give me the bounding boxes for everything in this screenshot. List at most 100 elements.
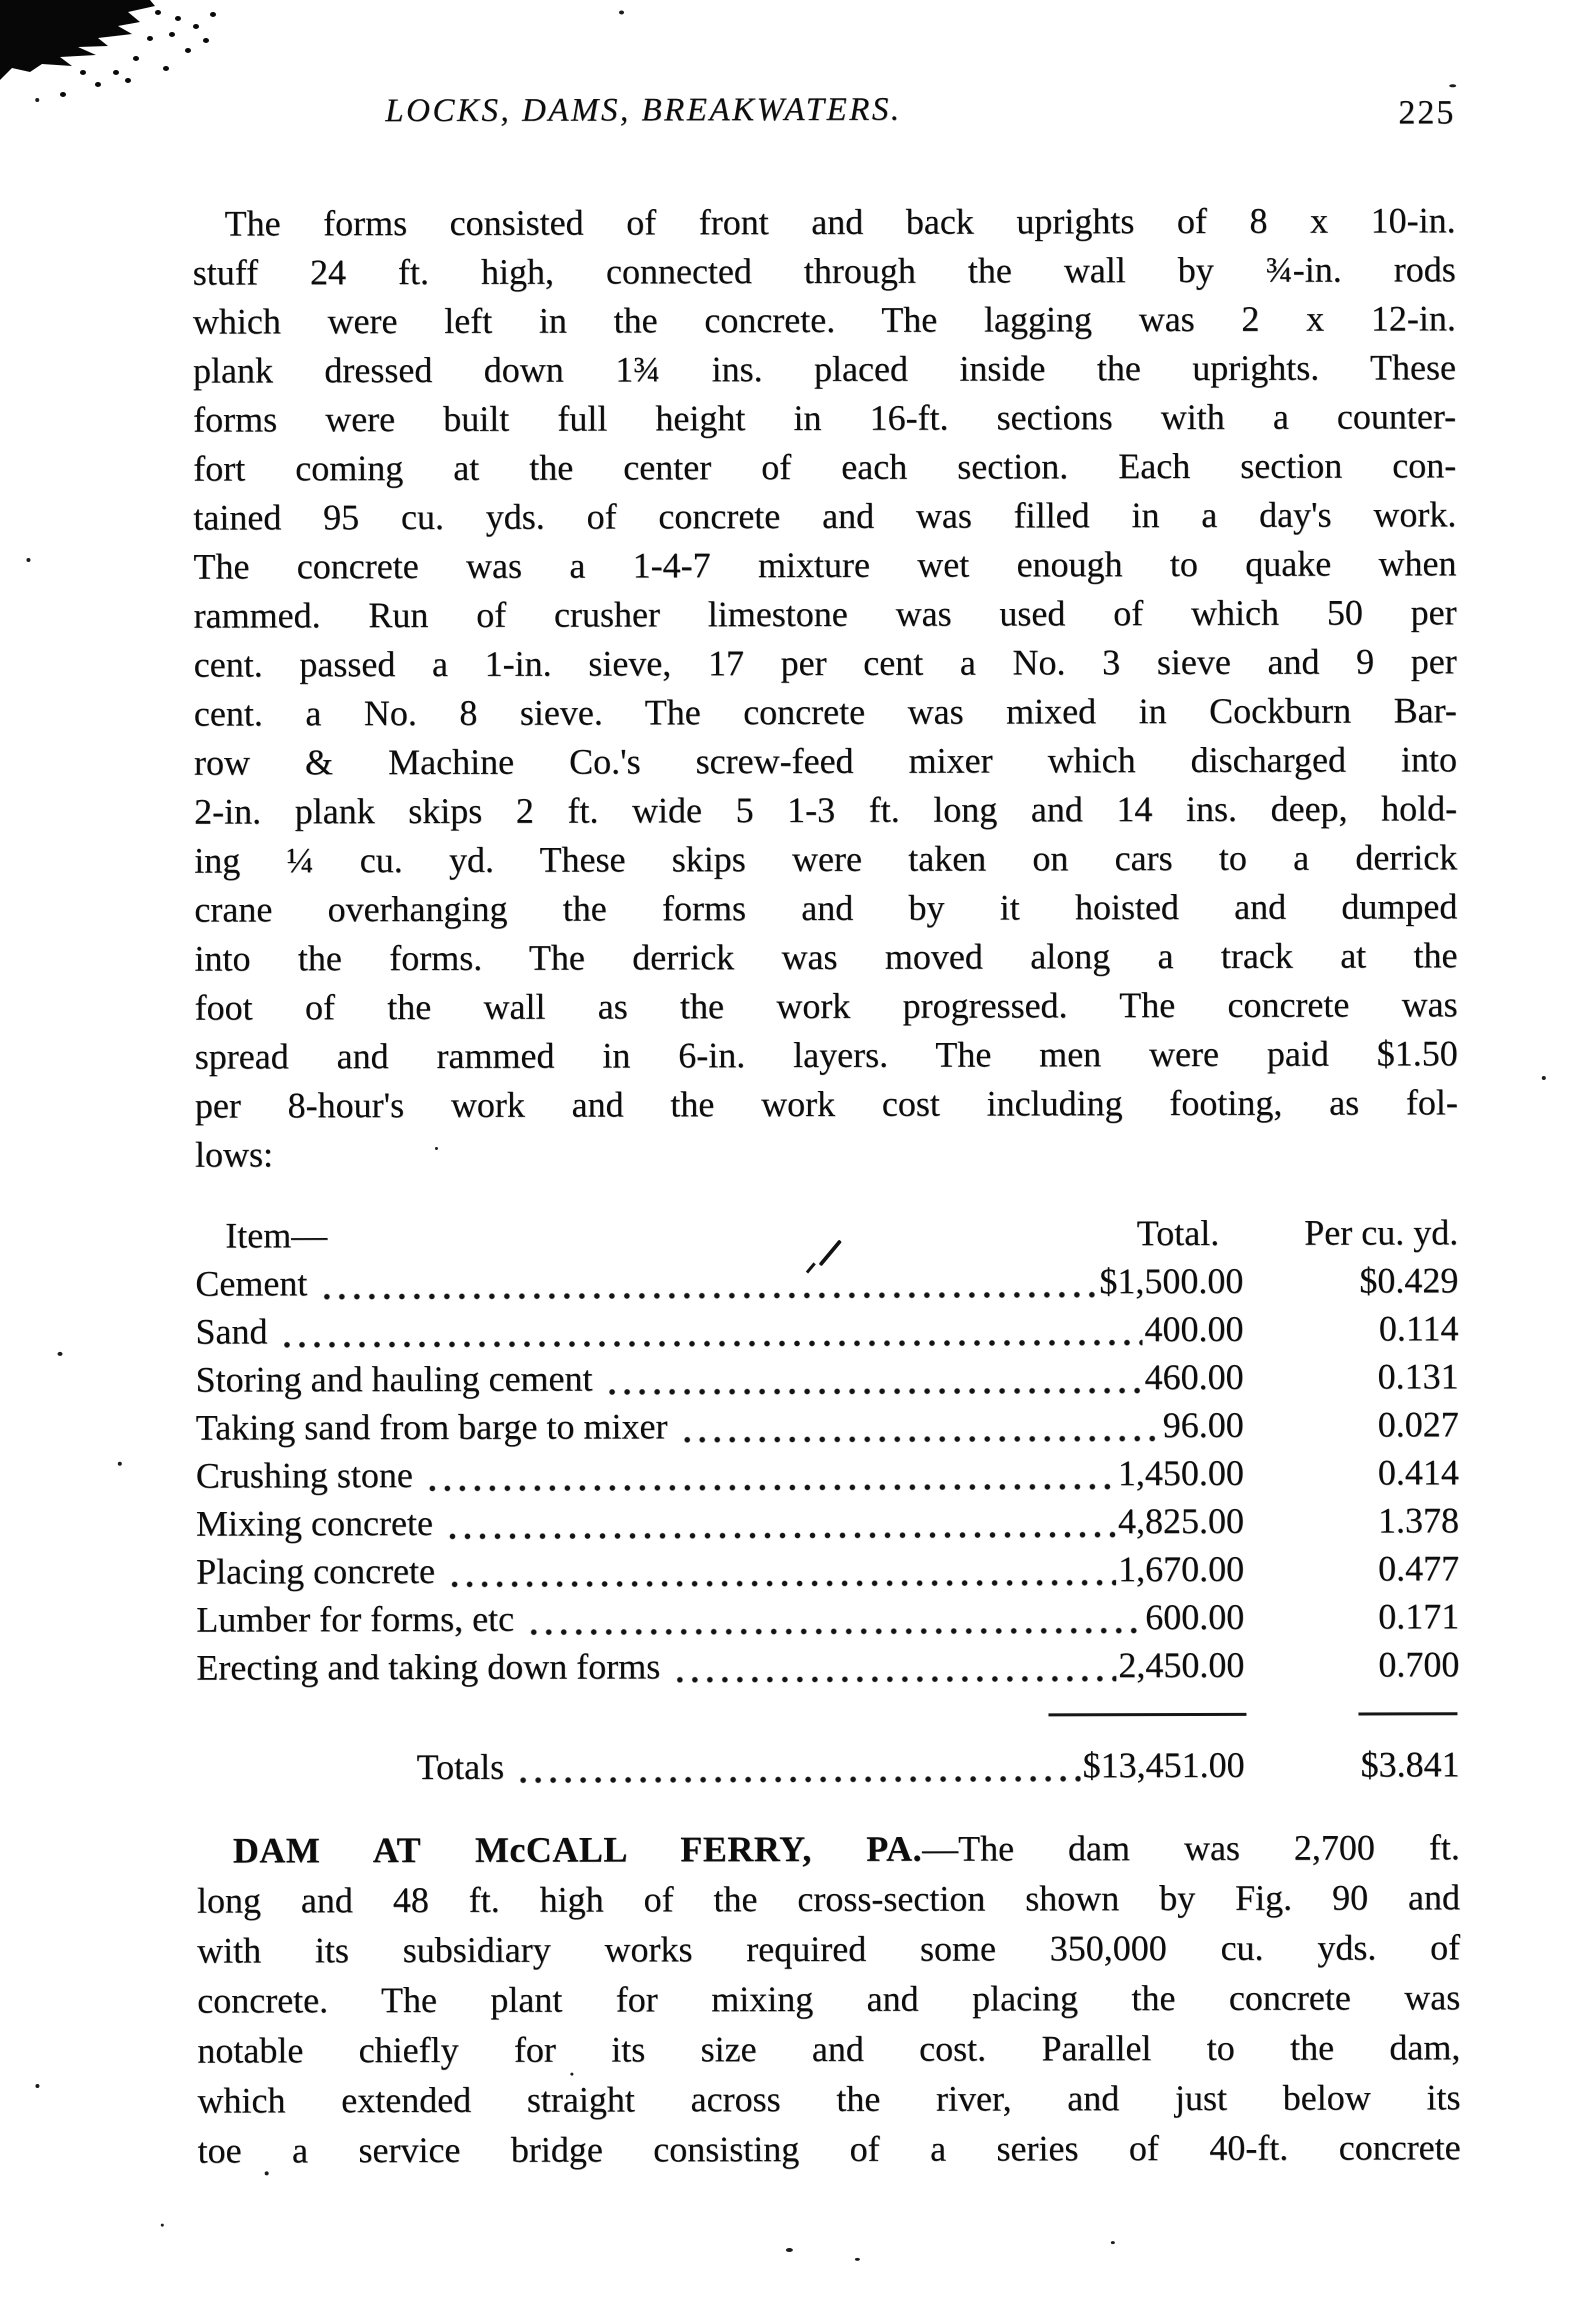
per-cu-yd-value: 1.378: [1377, 1500, 1460, 1541]
text-line: tained 95 cu. yds. of concrete and was f…: [193, 494, 1457, 538]
item-label: Lumber for forms, etc: [196, 1598, 515, 1640]
scan-speck: [434, 1146, 438, 1150]
running-header-title: LOCKS, DAMS, BREAKWATERS.: [385, 91, 902, 130]
text-line: notable chiefly for its size and cost. P…: [197, 2027, 1461, 2071]
table-row: Placing concrete 1,670.00 0.477: [196, 1544, 1459, 1595]
paragraph-mccall-ferry: DAM AT McCALL FERRY, PA.—The dam was 2,7…: [197, 1822, 1461, 2175]
per-cu-yd-value: $0.429: [1359, 1260, 1459, 1301]
dot-leader: [279, 1305, 1143, 1356]
text-line: 2-in. plank skips 2 ft. wide 5 1-3 ft. l…: [194, 788, 1458, 832]
totals-per-value: $3.841: [1360, 1744, 1460, 1785]
text-line: The forms consisted of front and back up…: [224, 200, 1456, 244]
cost-table: Item— Total. Per cu. yd. Cement $1,500.00…: [195, 1208, 1460, 1791]
item-label: Placing concrete: [196, 1550, 436, 1592]
table-row: Lumber for forms, etc 600.00 0.171: [196, 1592, 1459, 1643]
text-line: toe a service bridge consisting of a ser…: [197, 2127, 1461, 2171]
totals-total-value: $13,451.00: [1082, 1744, 1245, 1786]
header-spacer: [327, 1245, 1137, 1247]
table-row: Storing and hauling cement 460.00 0.131: [196, 1352, 1459, 1403]
paragraph-forms: The forms consisted of front and back up…: [193, 196, 1459, 1179]
column-header-item: Item—: [225, 1215, 328, 1256]
total-column-rule: [1048, 1712, 1247, 1717]
scan-speck: [160, 2223, 164, 2227]
text-line: spread and rammed in 6-in. layers. The m…: [194, 1033, 1458, 1077]
total-value: 1,450.00: [1117, 1452, 1244, 1494]
totals-row: Totals $13,451.00 $3.841: [197, 1740, 1460, 1791]
text-line: The concrete was a 1-4-7 mixture wet eno…: [193, 543, 1457, 587]
text-line: fort coming at the center of each sectio…: [193, 445, 1457, 489]
total-value: 600.00: [1145, 1596, 1245, 1638]
totals-label: Totals: [416, 1746, 505, 1787]
scan-speck: [619, 10, 625, 15]
scan-speck: [264, 2171, 269, 2176]
total-value: 96.00: [1162, 1404, 1244, 1446]
per-cu-yd-value: 0.414: [1377, 1452, 1459, 1493]
text-line: crane overhanging the forms and by it ho…: [194, 886, 1458, 930]
scan-speck: [26, 558, 31, 563]
text-line: concrete. The plant for mixing and placi…: [197, 1977, 1461, 2021]
scan-speck: [117, 1461, 122, 1466]
item-label: Erecting and taking down forms: [196, 1646, 661, 1688]
text-run: —The dam was 2,700 ft.: [922, 1827, 1460, 1869]
item-label: Sand: [195, 1311, 268, 1352]
text-line: which extended straight across the river…: [197, 2077, 1461, 2121]
text-line: rammed. Run of crusher limestone was use…: [193, 592, 1457, 636]
per-cu-yd-value: 0.700: [1378, 1644, 1460, 1685]
dot-leader: [604, 1353, 1143, 1403]
scan-ink-specks: [155, 10, 161, 15]
per-cu-yd-value: 0.171: [1378, 1596, 1460, 1637]
total-value: 460.00: [1144, 1356, 1244, 1398]
dot-leader: [672, 1641, 1117, 1691]
text-line: lows:: [194, 1134, 274, 1175]
dot-leader: [446, 1545, 1117, 1595]
scan-speck: [35, 2083, 40, 2088]
text-line: into the forms. The derrick was moved al…: [194, 935, 1458, 979]
table-sum-rules: [196, 1702, 1459, 1731]
per-cu-yd-value: 0.114: [1378, 1308, 1459, 1349]
text-line: foot of the wall as the work progressed.…: [194, 984, 1458, 1028]
scan-speck: [785, 2248, 793, 2253]
table-row: Mixing concrete 4,825.00 1.378: [196, 1496, 1459, 1547]
table-row: Cement $1,500.00 $0.429: [195, 1256, 1459, 1308]
scan-speck: [1541, 1076, 1546, 1081]
dot-leader: [424, 1449, 1116, 1499]
total-value: 2,450.00: [1118, 1644, 1245, 1686]
per-column-rule: [1358, 1712, 1458, 1716]
scan-speck: [57, 1351, 63, 1356]
item-label: Cement: [195, 1263, 308, 1304]
dot-leader: [679, 1401, 1161, 1451]
text-line: row & Machine Co.'s screw-feed mixer whi…: [193, 739, 1458, 783]
text-line: with its subsidiary works required some …: [197, 1927, 1461, 1971]
text-line: long and 48 ft. high of the cross-sectio…: [196, 1877, 1461, 1921]
per-cu-yd-value: 0.027: [1377, 1404, 1459, 1445]
running-header: LOCKS, DAMS, BREAKWATERS. 225: [192, 90, 1455, 141]
column-header-per-cu-yd: Per cu. yd.: [1304, 1212, 1459, 1253]
text-line: ing ¼ cu. yd. These skips were taken on …: [194, 837, 1458, 881]
per-cu-yd-value: 0.131: [1377, 1356, 1459, 1397]
table-row: Crushing stone 1,450.00 0.414: [196, 1448, 1459, 1499]
per-cu-yd-value: 0.477: [1378, 1548, 1460, 1589]
text-line: which were left in the concrete. The lag…: [192, 298, 1456, 342]
dot-leader: [516, 1741, 1081, 1791]
text-line: cent. passed a 1-in. sieve, 17 per cent …: [193, 641, 1457, 685]
paragraph-mccall-ferry-body: long and 48 ft. high of the cross-sectio…: [197, 1872, 1461, 2175]
section-heading: DAM AT McCALL FERRY, PA.: [232, 1828, 923, 1871]
text-line: forms were built full height in 16-ft. s…: [193, 396, 1457, 440]
dot-leader: [319, 1257, 1098, 1308]
item-label: Storing and hauling cement: [195, 1358, 593, 1400]
table-row: Erecting and taking down forms 2,450.00 0.…: [196, 1640, 1459, 1691]
dot-leader: [444, 1497, 1117, 1547]
item-label: Taking sand from barge to mixer: [195, 1406, 668, 1448]
text-line: plank dressed down 1¾ ins. placed inside…: [192, 347, 1457, 391]
cost-table-body: Cement $1,500.00 $0.429 Sand 400.00 0.114 Stor…: [195, 1256, 1459, 1691]
total-value: 1,670.00: [1118, 1548, 1245, 1590]
table-row: Taking sand from barge to mixer 96.00 0.02…: [196, 1400, 1459, 1451]
page-number: 225: [1398, 94, 1456, 132]
text-line: cent. a No. 8 sieve. The concrete was mi…: [193, 690, 1457, 734]
item-label: Crushing stone: [195, 1455, 413, 1496]
total-value: 4,825.00: [1117, 1500, 1245, 1542]
scan-speck: [1449, 84, 1457, 88]
text-line: stuff 24 ft. high, connected through the…: [192, 249, 1456, 293]
